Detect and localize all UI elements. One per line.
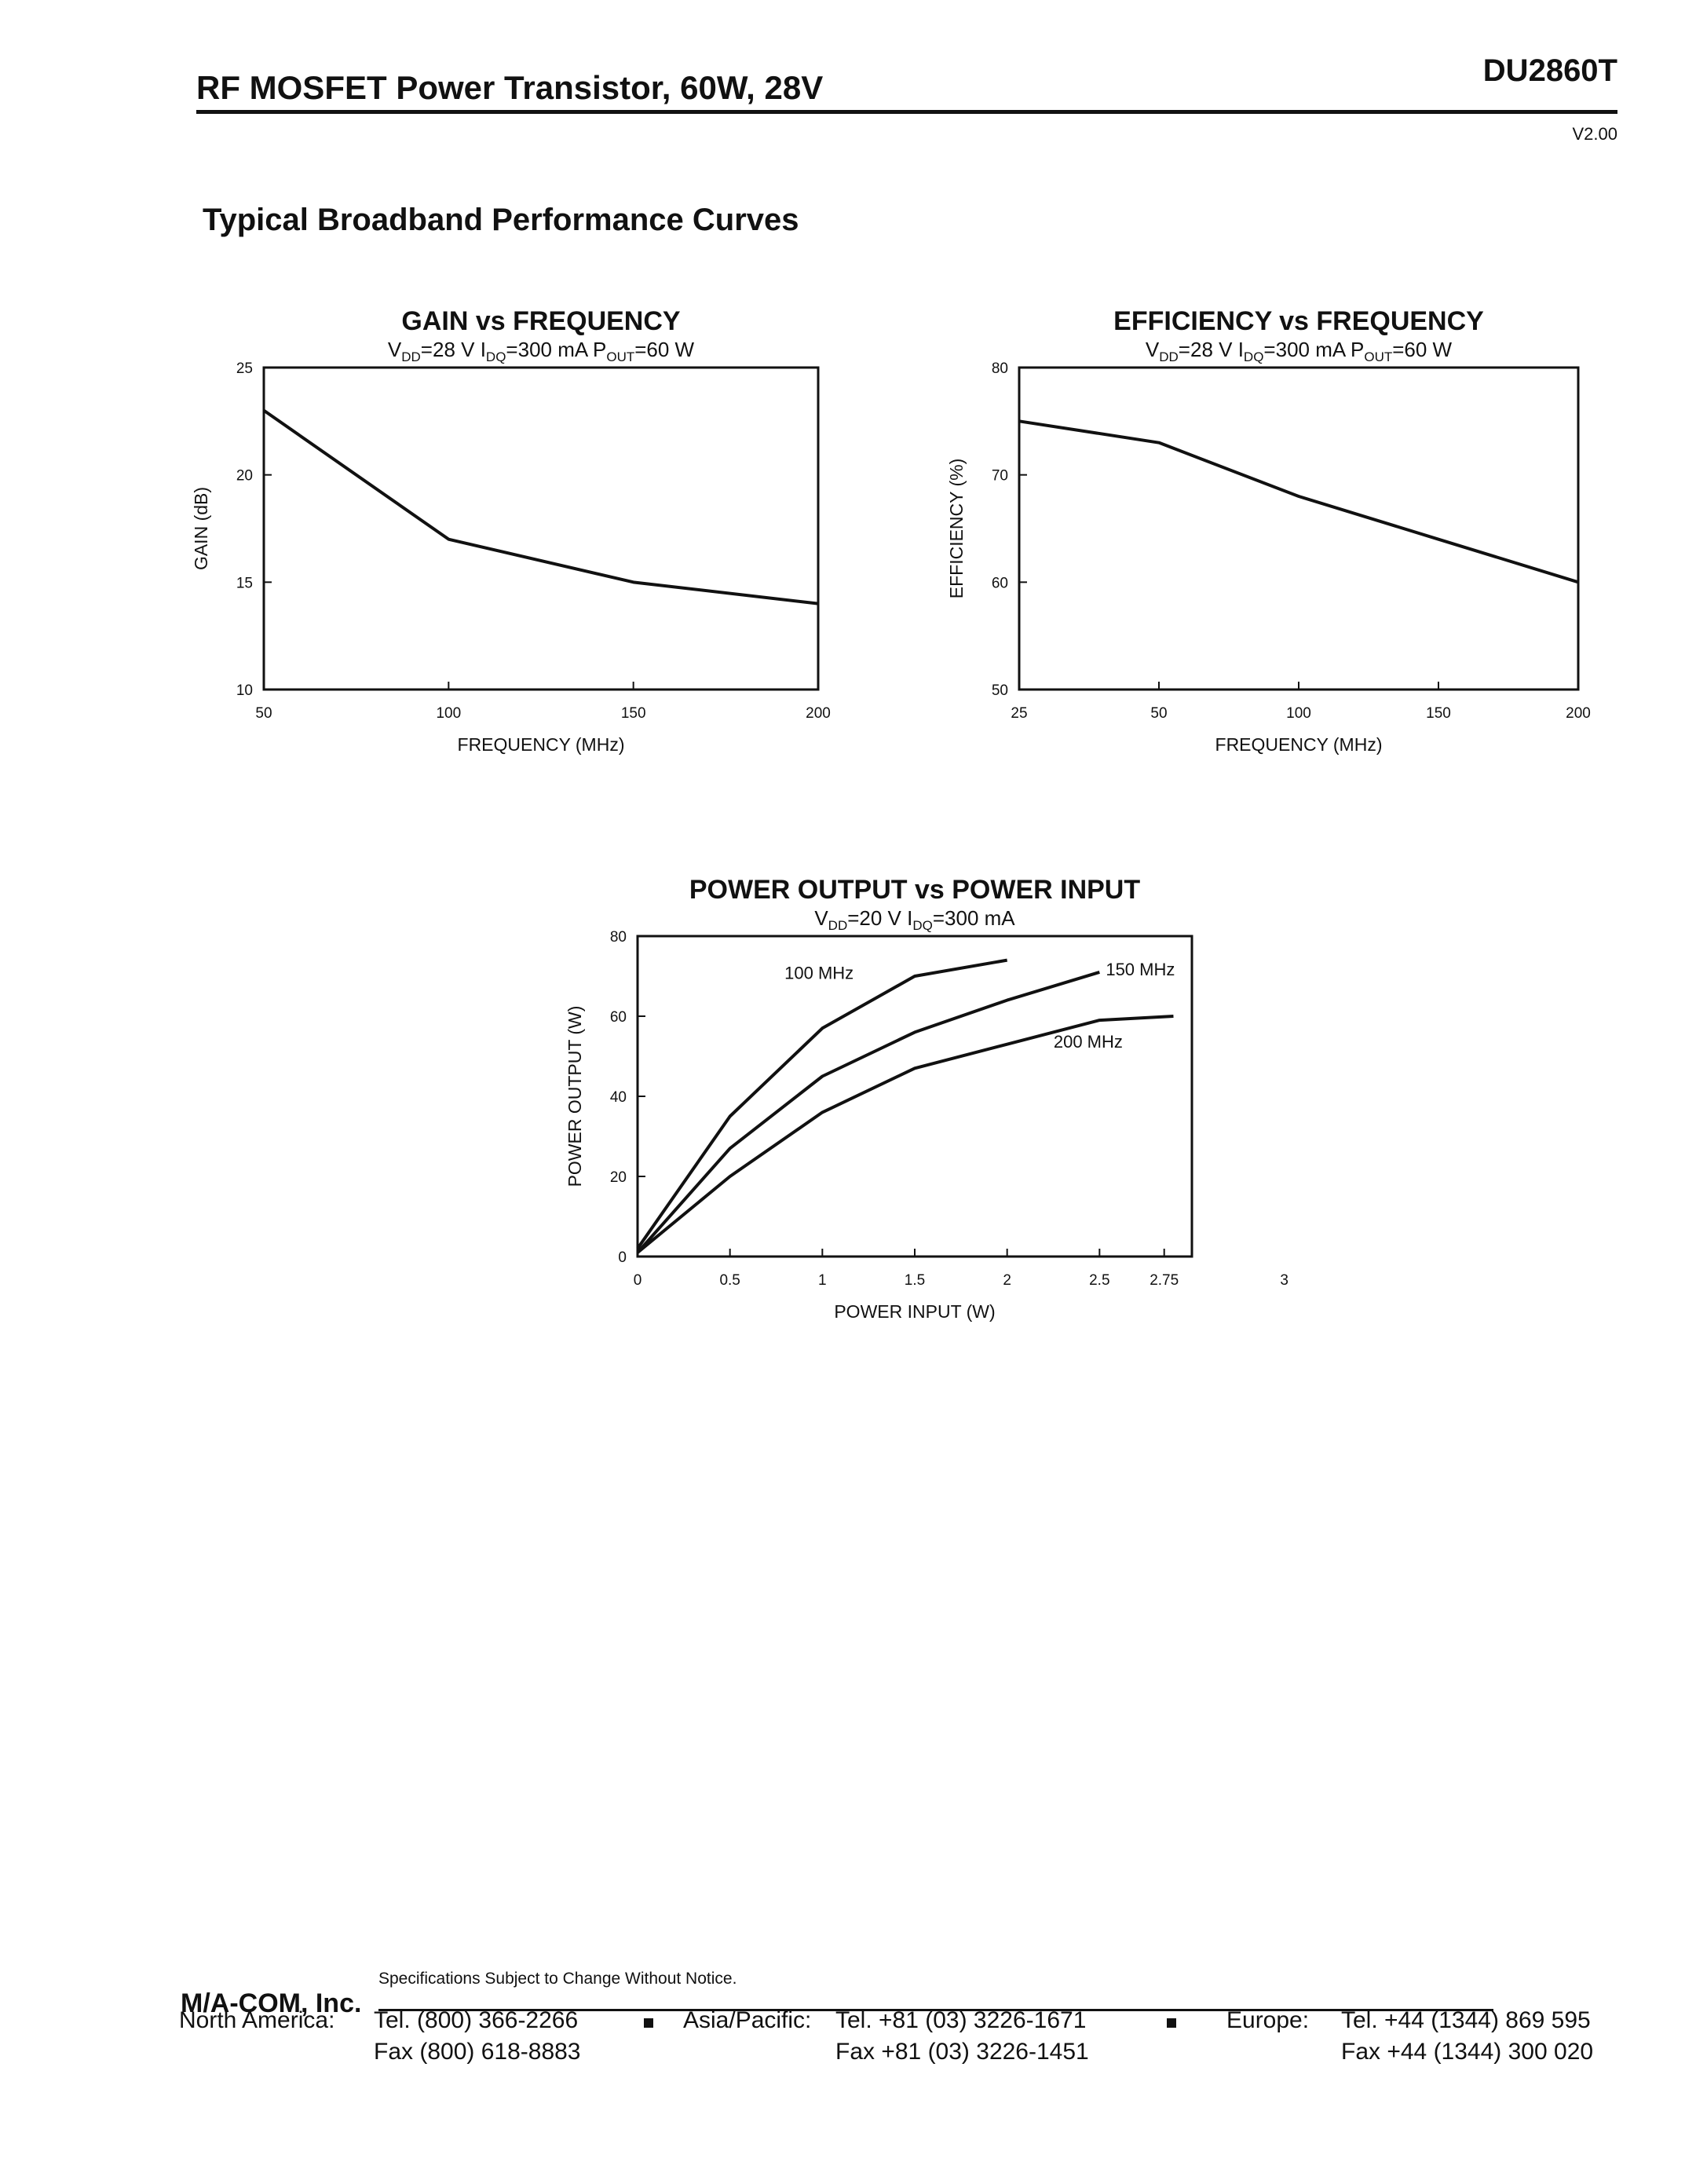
header-rule	[196, 110, 1617, 114]
y-tick-label: 60	[610, 1009, 627, 1026]
footer-rule	[378, 2009, 1493, 2011]
y-tick-label: 25	[236, 360, 253, 377]
y-axis-label: EFFICIENCY (%)	[946, 459, 967, 598]
y-tick-label: 20	[236, 468, 253, 485]
x-axis-label: POWER INPUT (W)	[834, 1301, 995, 1322]
x-tick-label: 200	[806, 705, 831, 722]
footer-ap-tel: Tel. +81 (03) 3226-1671	[835, 2007, 1087, 2033]
x-tick-label: 150	[621, 705, 646, 722]
x-tick-label: 0	[634, 1272, 642, 1289]
x-tick-label: 25	[1011, 705, 1027, 722]
x-tick-label: 3	[1280, 1272, 1288, 1289]
x-tick-label: 2.75	[1150, 1272, 1179, 1289]
footer-eu-label: Europe:	[1226, 2007, 1310, 2033]
series-line-100-mhz	[636, 958, 1008, 1249]
plot-frame	[262, 366, 820, 691]
x-tick-label: 50	[255, 705, 272, 722]
series-label: 200 MHz	[1054, 1032, 1123, 1052]
footer-bullet	[1167, 2018, 1176, 2028]
y-tick-label: 80	[992, 360, 1008, 377]
x-tick-label: 150	[1426, 705, 1451, 722]
footer-notice: Specifications Subject to Change Without…	[378, 1970, 737, 1988]
footer-eu-fax: Fax +44 (1344) 300 020	[1341, 2039, 1594, 2065]
x-tick-label: 1.5	[905, 1272, 925, 1289]
y-tick-label: 70	[992, 468, 1008, 485]
y-tick-label: 0	[618, 1249, 627, 1266]
footer-bullet	[644, 2018, 653, 2028]
y-tick-label: 50	[992, 682, 1008, 699]
x-tick-label: 2.5	[1089, 1272, 1109, 1289]
chart-title: EFFICIENCY vs FREQUENCY	[1113, 306, 1484, 336]
version-label: V2.00	[1572, 124, 1618, 144]
chart-subtitle: VDD=28 V IDQ=300 mA POUT=60 W	[388, 338, 695, 364]
chart-title: GAIN vs FREQUENCY	[401, 306, 680, 336]
chart-subtitle: VDD=20 V IDQ=300 mA	[814, 906, 1015, 933]
footer-ap-fax: Fax +81 (03) 3226-1451	[835, 2039, 1089, 2065]
footer-eu-tel: Tel. +44 (1344) 869 595	[1341, 2007, 1591, 2033]
y-tick-label: 60	[992, 575, 1008, 591]
section-title: Typical Broadband Performance Curves	[203, 203, 799, 237]
x-tick-label: 50	[1150, 705, 1167, 722]
series-line-150-mhz	[636, 970, 1100, 1254]
series-label: 100 MHz	[784, 964, 853, 983]
footer-ap-label: Asia/Pacific:	[683, 2007, 812, 2033]
part-number: DU2860T	[1482, 53, 1617, 88]
x-tick-label: 1	[818, 1272, 827, 1289]
x-axis-label: FREQUENCY (MHz)	[458, 734, 625, 755]
x-tick-label: 2	[1003, 1272, 1011, 1289]
series-line-200-mhz	[636, 1015, 1174, 1254]
y-axis-label: GAIN (dB)	[191, 487, 211, 570]
y-tick-label: 20	[610, 1169, 627, 1186]
x-axis-label: FREQUENCY (MHz)	[1215, 734, 1383, 755]
gain-series-line	[262, 409, 819, 605]
series-label: 150 MHz	[1106, 960, 1175, 979]
footer-na-fax: Fax (800) 618-8883	[374, 2039, 581, 2065]
x-tick-label: 100	[436, 705, 461, 722]
efficiency-series-line	[1018, 419, 1579, 584]
x-tick-label: 0.5	[719, 1272, 740, 1289]
x-tick-label: 200	[1566, 705, 1591, 722]
footer-na-tel: Tel. (800) 366-2266	[374, 2007, 579, 2033]
company-name: M/A-COM, Inc.	[181, 1988, 362, 2018]
plot-frame	[636, 935, 1193, 1258]
x-tick-label: 100	[1286, 705, 1311, 722]
y-axis-label: POWER OUTPUT (W)	[565, 1006, 585, 1187]
y-tick-label: 80	[610, 929, 627, 946]
y-tick-label: 10	[236, 682, 253, 699]
y-tick-label: 40	[610, 1089, 627, 1106]
document-title: RF MOSFET Power Transistor, 60W, 28V	[196, 69, 824, 106]
y-tick-label: 15	[236, 575, 253, 591]
chart-subtitle: VDD=28 V IDQ=300 mA POUT=60 W	[1146, 338, 1453, 364]
chart-title: POWER OUTPUT vs POWER INPUT	[689, 875, 1140, 905]
footer-na-label: North America:	[179, 2007, 335, 2033]
